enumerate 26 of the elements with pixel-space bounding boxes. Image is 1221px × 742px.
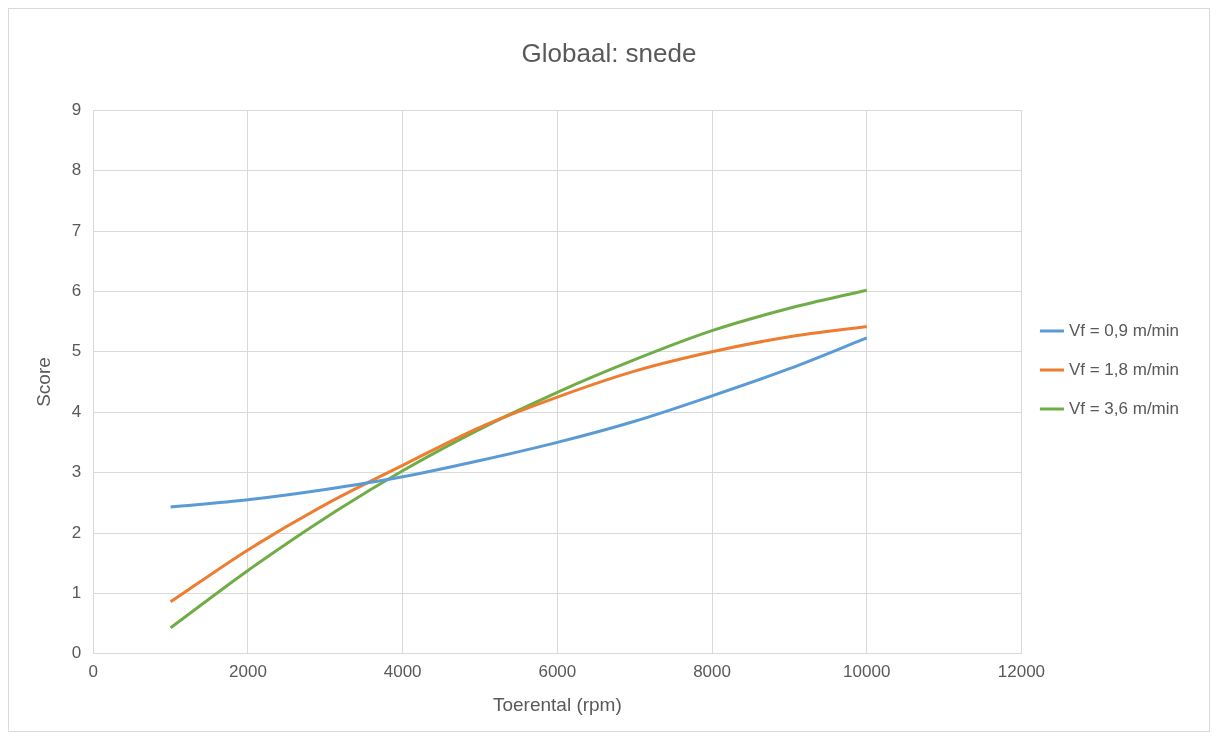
line-series: [169, 336, 869, 509]
y-tick-label: 0: [71, 643, 82, 663]
y-tick-label: 4: [71, 401, 82, 421]
x-axis-title: Toerental (rpm): [492, 693, 622, 715]
x-tick-label: 10000: [843, 661, 891, 681]
line-series: [169, 288, 869, 630]
chart-title: Globaal: snede: [521, 37, 697, 68]
y-tick-label: 9: [71, 99, 82, 119]
y-tick-label: 7: [71, 220, 82, 240]
y-tick-label: 5: [71, 341, 82, 361]
y-tick-label: 3: [71, 462, 82, 482]
x-tick-label: 8000: [693, 661, 731, 681]
y-tick-label: 8: [71, 160, 82, 180]
legend-label: Vf = 3,6 m/min: [1068, 398, 1180, 418]
y-tick-label: 1: [71, 583, 82, 603]
line-series: [169, 324, 869, 604]
x-tick-label: 2000: [229, 661, 267, 681]
y-tick-label: 2: [71, 522, 82, 542]
x-tick-label: 0: [88, 661, 98, 681]
legend-label: Vf = 1,8 m/min: [1068, 359, 1180, 379]
legend-label: Vf = 0,9 m/min: [1068, 320, 1180, 340]
x-tick-label: 12000: [997, 661, 1046, 681]
y-tick-label: 6: [71, 281, 82, 301]
y-axis-title: Score: [32, 357, 54, 407]
x-tick-label: 6000: [538, 661, 577, 681]
x-tick-label: 4000: [383, 661, 422, 681]
